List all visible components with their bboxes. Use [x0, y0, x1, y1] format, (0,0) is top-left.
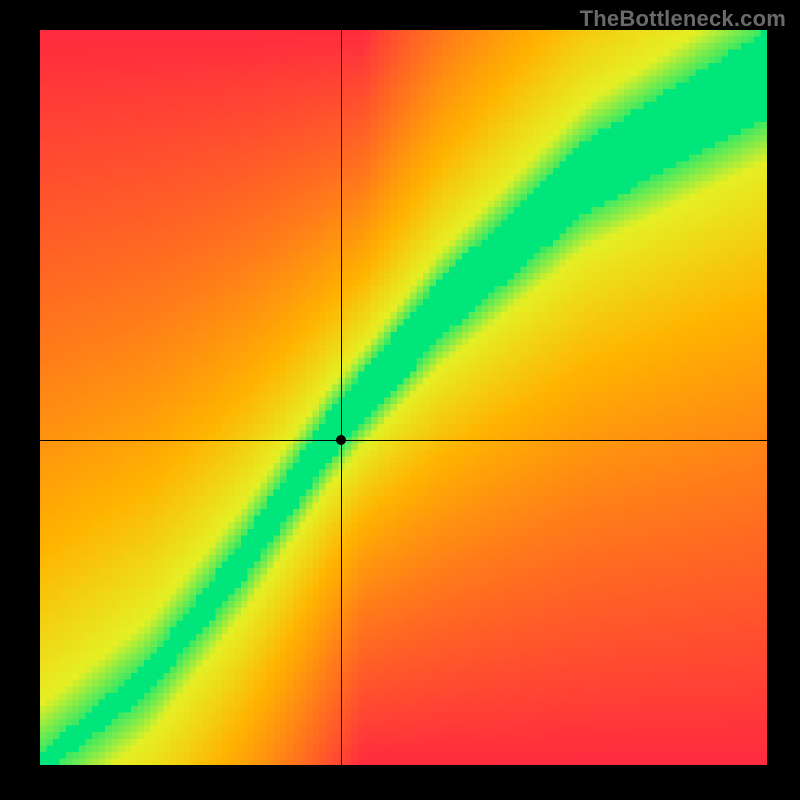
bottleneck-heatmap [40, 30, 767, 765]
crosshair-vertical [341, 30, 342, 765]
watermark-text: TheBottleneck.com [580, 6, 786, 32]
heatmap-canvas [40, 30, 767, 765]
data-point-marker [336, 435, 346, 445]
crosshair-horizontal [40, 440, 767, 441]
